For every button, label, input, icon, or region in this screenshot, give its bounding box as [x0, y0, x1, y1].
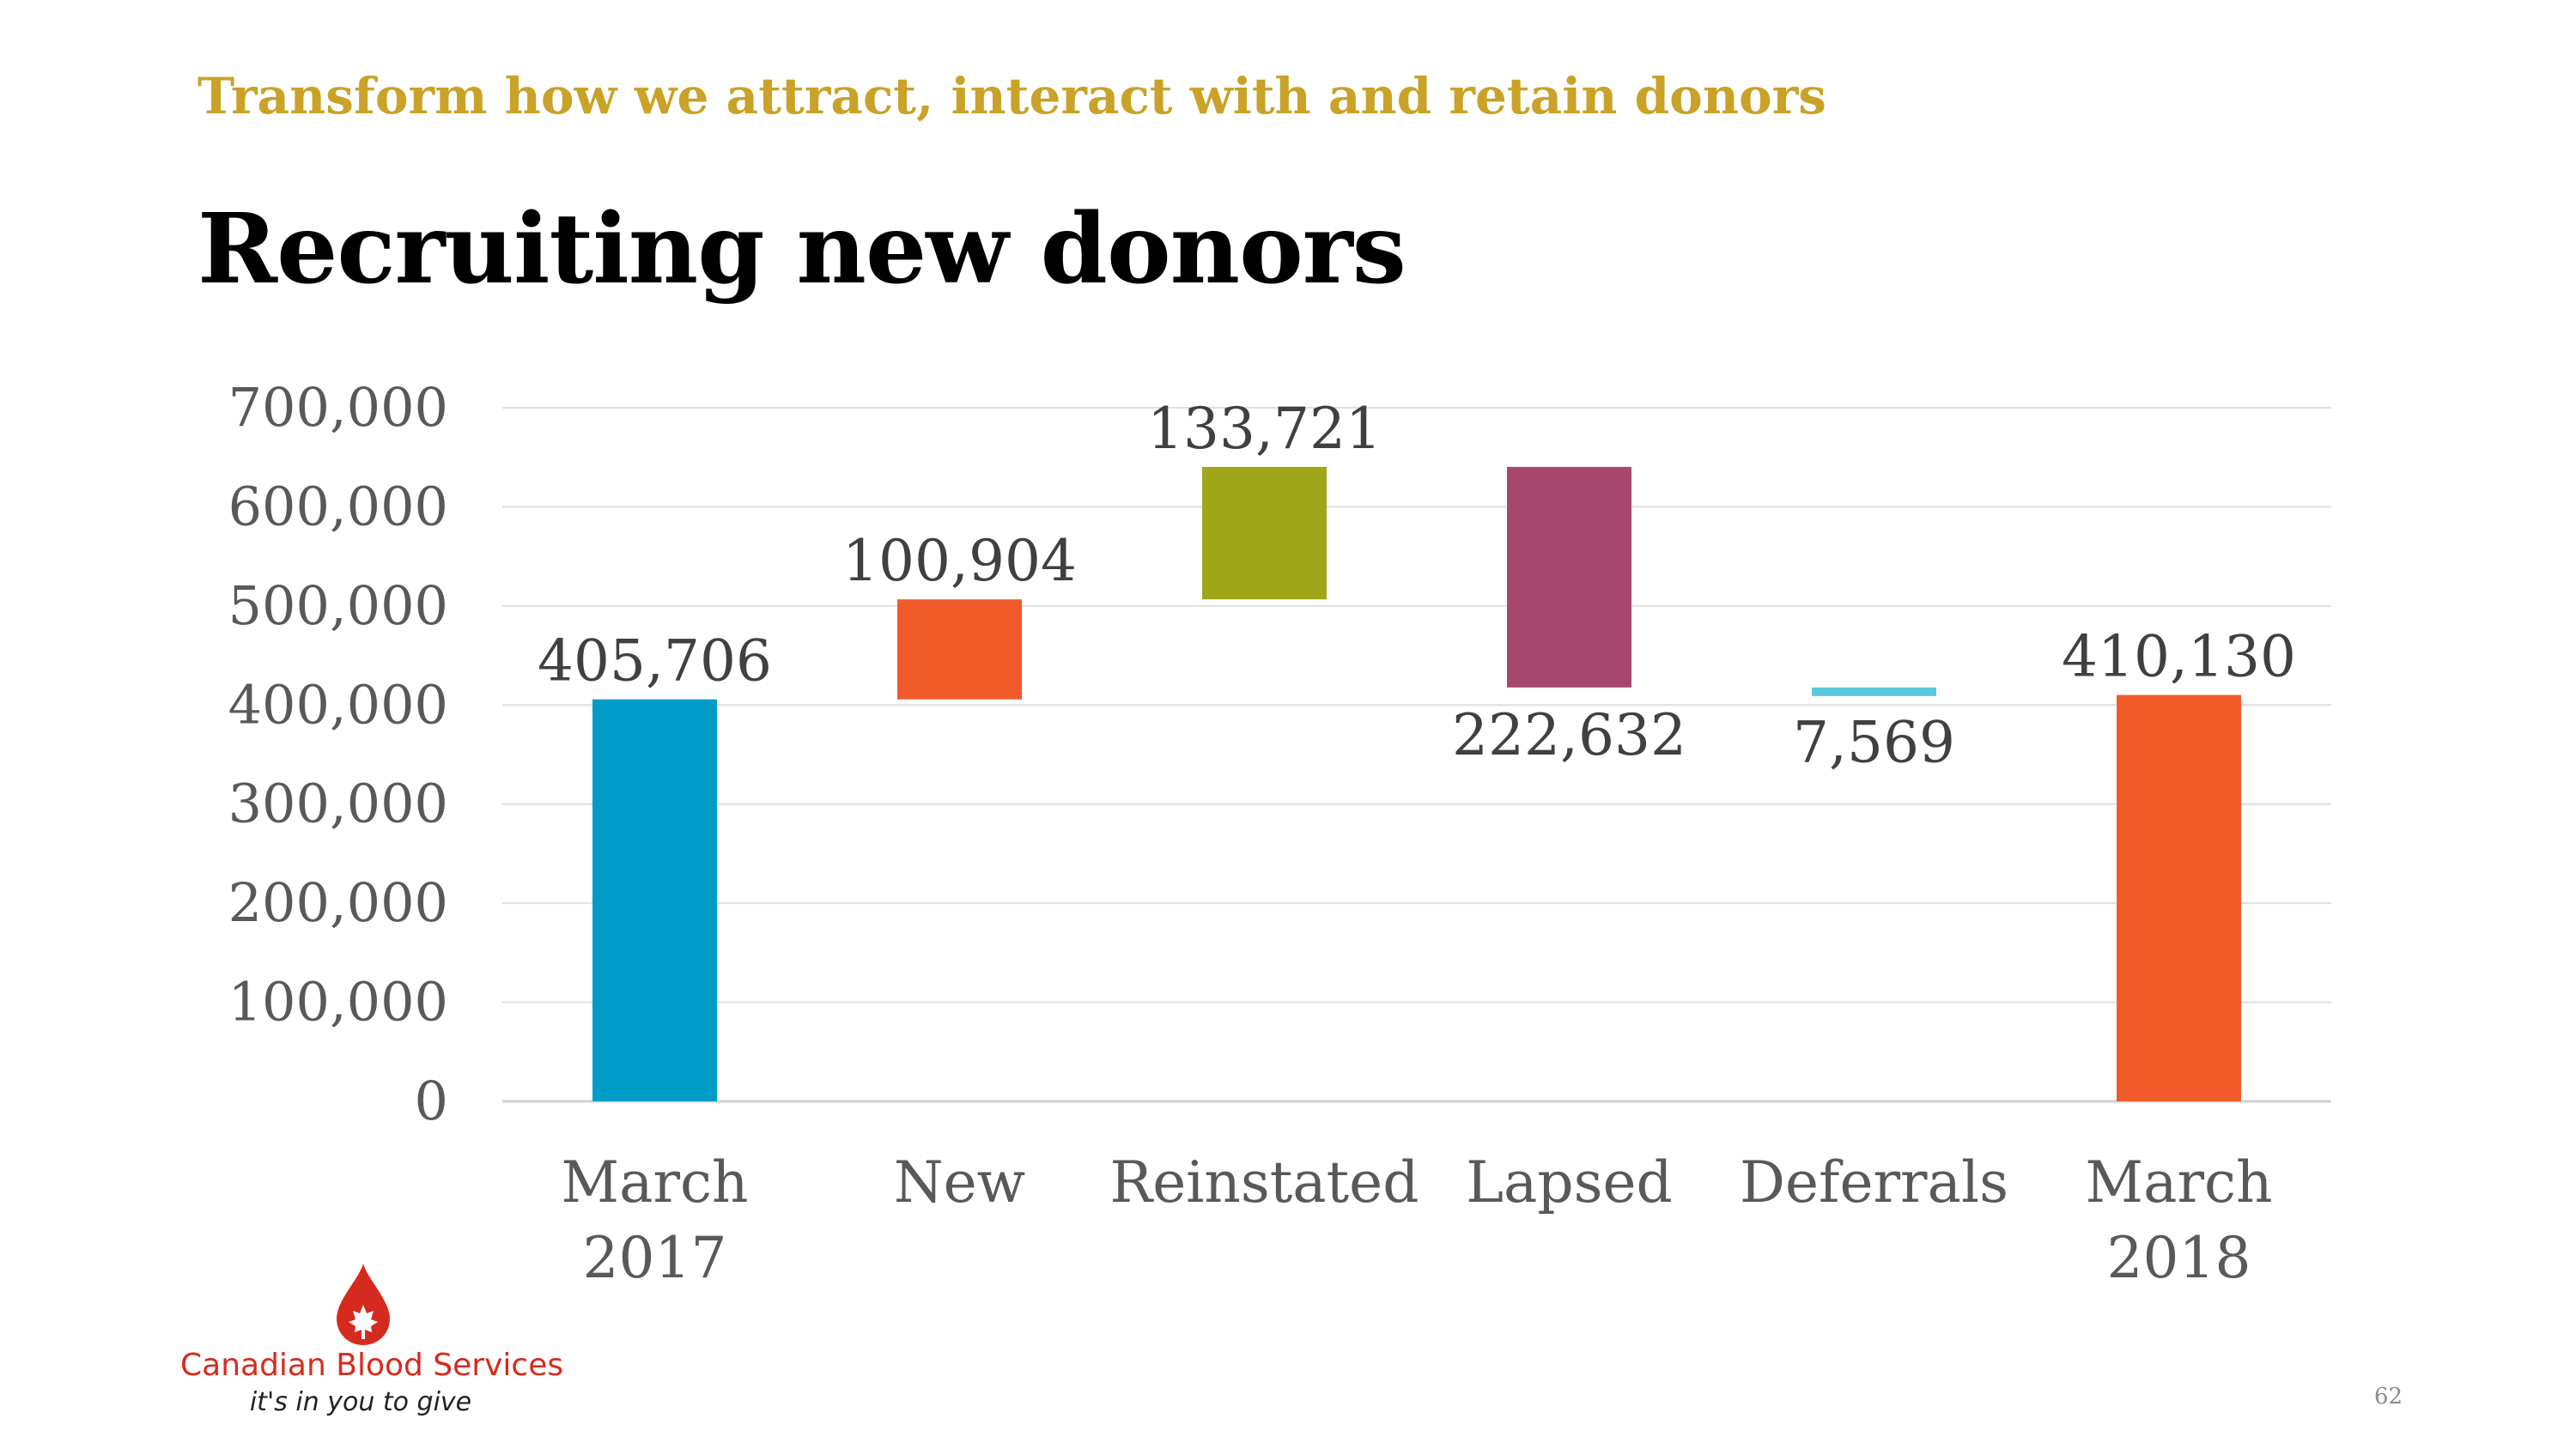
bar	[1507, 466, 1631, 688]
x-category-label: March 2017	[562, 1149, 749, 1291]
x-category-label-line: 2017	[583, 1225, 727, 1291]
canadian-blood-services-logo: Canadian Blood Services it's in you to g…	[180, 1262, 564, 1425]
x-category-label-line: 2018	[2107, 1225, 2251, 1291]
bar	[1202, 466, 1327, 600]
data-label: 7,569	[1793, 710, 1955, 776]
bar	[2117, 694, 2241, 1101]
blood-drop-maple-leaf-icon	[337, 1264, 390, 1345]
x-category-label-line: March	[2086, 1149, 2273, 1216]
y-tick-label: 100,000	[228, 971, 448, 1034]
y-tick-label: 0	[415, 1070, 448, 1132]
bar	[897, 599, 1022, 700]
data-label: 100,904	[842, 528, 1077, 594]
data-label: 133,721	[1147, 396, 1382, 462]
y-tick-label: 700,000	[228, 376, 448, 439]
x-category-label-line: Reinstated	[1110, 1149, 1419, 1216]
y-axis-ticks: 0 100,000 200,000 300,000 400,000 500,000 600,…	[228, 376, 448, 1132]
logo-name: Canadian Blood Services	[180, 1348, 564, 1383]
data-labels: 405,706 100,904 133,721 222,632 7,569 410,130	[538, 396, 2296, 776]
slide-subtitle: Transform how we attract, interact with …	[197, 67, 1826, 125]
logo-tagline: it's in you to give	[249, 1387, 472, 1417]
x-category-label-line: Lapsed	[1466, 1149, 1673, 1216]
slide-title: Recruiting new donors	[197, 193, 1406, 306]
x-category-label: Reinstated	[1110, 1149, 1419, 1216]
x-category-label: Lapsed	[1466, 1149, 1673, 1216]
chart-gridlines	[502, 407, 2331, 1103]
data-label: 222,632	[1452, 702, 1686, 768]
x-category-label-line: Deferrals	[1740, 1149, 2008, 1216]
x-category-label-line: New	[894, 1149, 1025, 1216]
bar	[1812, 687, 1936, 696]
page-number: 62	[2374, 1384, 2403, 1410]
x-category-label-line: March	[562, 1149, 749, 1216]
y-tick-label: 400,000	[228, 673, 448, 736]
x-axis-categories: March 2017 New Reinstated Lapsed Deferrals Mar…	[562, 1149, 2273, 1291]
y-tick-label: 200,000	[228, 871, 448, 934]
chart-bars	[592, 466, 2241, 1101]
data-label: 405,706	[538, 628, 772, 694]
data-label: 410,130	[2062, 624, 2296, 690]
y-tick-label: 500,000	[228, 574, 448, 637]
x-category-label: New	[894, 1149, 1025, 1216]
y-tick-label: 300,000	[228, 773, 448, 835]
bar	[592, 699, 717, 1101]
x-category-label: Deferrals	[1740, 1149, 2008, 1216]
x-category-label: March 2018	[2086, 1149, 2273, 1291]
y-tick-label: 600,000	[228, 475, 448, 537]
